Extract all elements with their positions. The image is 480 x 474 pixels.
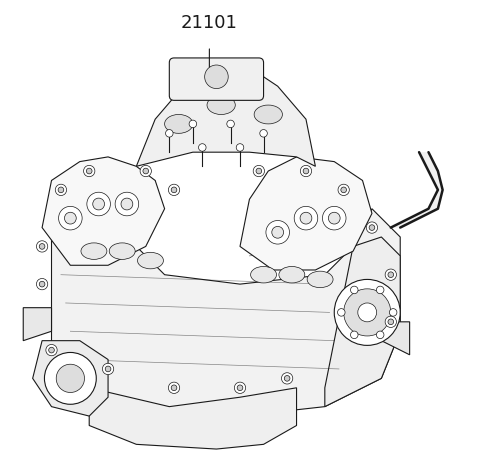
Circle shape <box>84 165 95 177</box>
Ellipse shape <box>207 96 235 115</box>
Circle shape <box>115 192 139 216</box>
Circle shape <box>358 303 377 322</box>
Circle shape <box>369 225 375 230</box>
Circle shape <box>39 244 45 249</box>
Circle shape <box>294 206 318 230</box>
Circle shape <box>388 272 394 277</box>
Circle shape <box>234 382 246 393</box>
Polygon shape <box>136 67 315 166</box>
Circle shape <box>284 375 290 381</box>
Circle shape <box>376 286 384 294</box>
Circle shape <box>59 206 82 230</box>
Circle shape <box>350 286 358 294</box>
Circle shape <box>168 382 180 393</box>
Circle shape <box>334 279 400 346</box>
Ellipse shape <box>254 105 282 124</box>
Circle shape <box>281 373 293 384</box>
Circle shape <box>48 347 54 353</box>
Circle shape <box>350 331 358 338</box>
Polygon shape <box>391 152 443 228</box>
Ellipse shape <box>251 266 276 283</box>
Circle shape <box>204 65 228 89</box>
Polygon shape <box>23 308 51 341</box>
Ellipse shape <box>307 271 333 288</box>
Circle shape <box>385 316 396 328</box>
Circle shape <box>143 168 149 174</box>
Circle shape <box>36 278 48 290</box>
Circle shape <box>323 206 346 230</box>
Circle shape <box>300 212 312 224</box>
Circle shape <box>64 212 76 224</box>
Circle shape <box>168 184 180 196</box>
Circle shape <box>227 120 234 128</box>
Polygon shape <box>42 157 165 265</box>
Circle shape <box>55 184 67 196</box>
Circle shape <box>237 385 243 391</box>
Circle shape <box>389 309 397 316</box>
Circle shape <box>344 289 391 336</box>
Circle shape <box>46 345 57 356</box>
Circle shape <box>328 212 340 224</box>
FancyBboxPatch shape <box>169 58 264 100</box>
Circle shape <box>253 165 264 177</box>
Circle shape <box>199 144 206 151</box>
Circle shape <box>87 192 110 216</box>
Circle shape <box>171 385 177 391</box>
Circle shape <box>105 366 111 372</box>
Polygon shape <box>51 209 400 416</box>
Ellipse shape <box>81 243 107 259</box>
Circle shape <box>58 187 64 193</box>
Circle shape <box>337 309 345 316</box>
Circle shape <box>338 184 349 196</box>
Circle shape <box>300 165 312 177</box>
Circle shape <box>341 187 347 193</box>
Ellipse shape <box>165 115 193 133</box>
Polygon shape <box>89 388 297 449</box>
Circle shape <box>385 269 396 280</box>
Circle shape <box>140 165 151 177</box>
Ellipse shape <box>137 252 163 269</box>
Circle shape <box>256 168 262 174</box>
Polygon shape <box>325 237 400 407</box>
Circle shape <box>260 129 267 137</box>
Ellipse shape <box>109 243 135 259</box>
Polygon shape <box>33 341 108 416</box>
Circle shape <box>93 198 105 210</box>
Circle shape <box>56 364 84 392</box>
Circle shape <box>171 187 177 193</box>
Circle shape <box>376 331 384 338</box>
Circle shape <box>366 222 378 233</box>
Circle shape <box>266 220 289 244</box>
Circle shape <box>388 319 394 325</box>
Circle shape <box>39 281 45 287</box>
Circle shape <box>303 168 309 174</box>
Circle shape <box>121 198 133 210</box>
Polygon shape <box>382 322 409 355</box>
Circle shape <box>86 168 92 174</box>
Ellipse shape <box>279 266 305 283</box>
Circle shape <box>166 129 173 137</box>
Circle shape <box>102 363 114 374</box>
Circle shape <box>45 353 96 404</box>
Text: 21101: 21101 <box>181 14 238 32</box>
Circle shape <box>236 144 244 151</box>
Circle shape <box>36 241 48 252</box>
Polygon shape <box>240 157 372 270</box>
Circle shape <box>189 120 197 128</box>
Circle shape <box>272 227 284 238</box>
